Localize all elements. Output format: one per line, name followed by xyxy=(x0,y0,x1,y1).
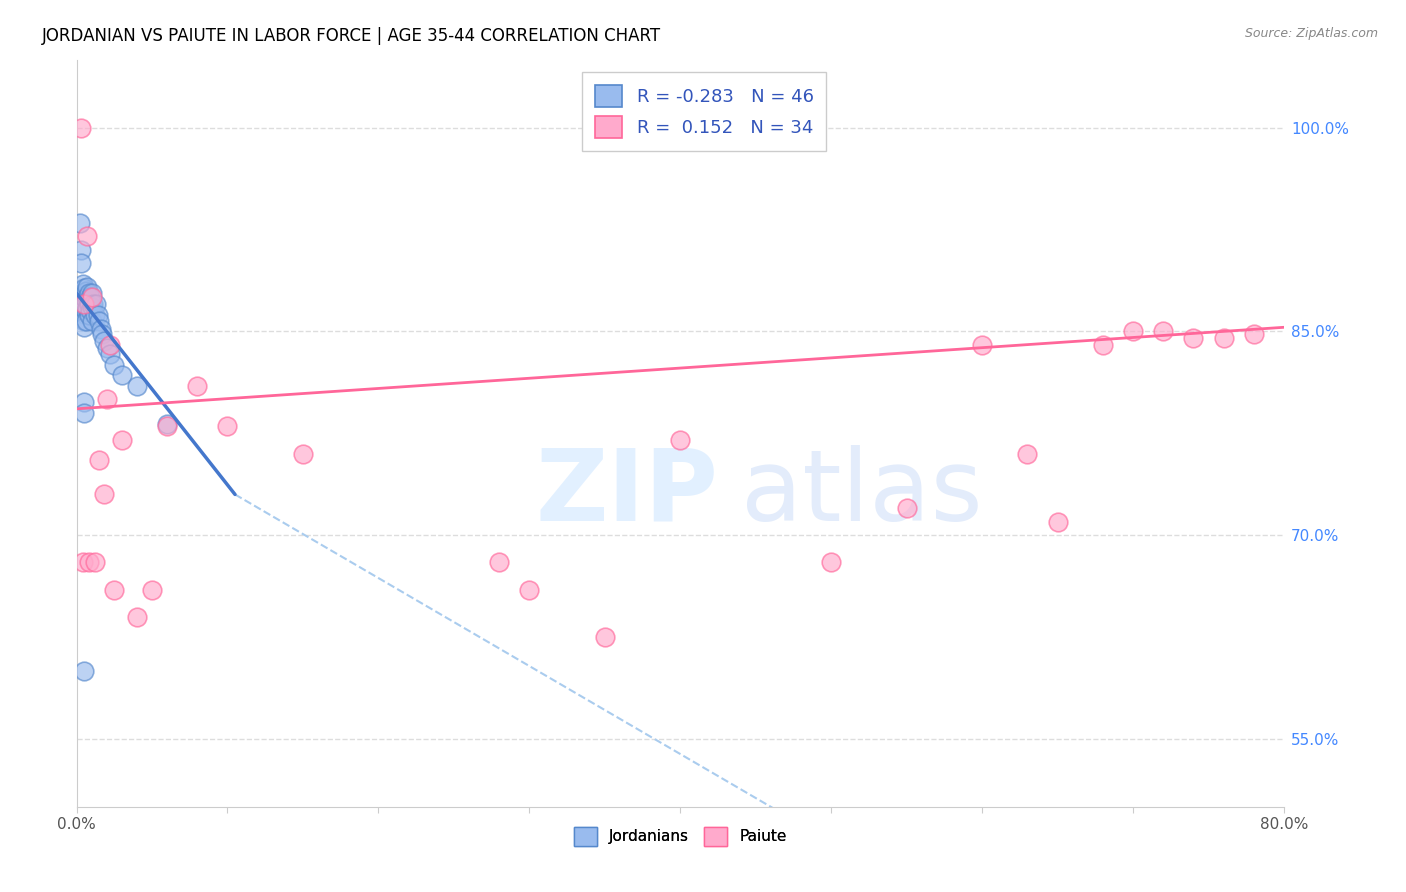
Point xyxy=(70,243,93,257)
Point xyxy=(69,216,91,230)
Point xyxy=(820,555,842,569)
Point xyxy=(76,290,98,304)
Point xyxy=(73,307,96,321)
Point xyxy=(73,664,96,678)
Point xyxy=(125,609,148,624)
Point xyxy=(517,582,540,597)
Point xyxy=(80,313,103,327)
Point xyxy=(1091,338,1114,352)
Legend: Jordanians, Paiute: Jordanians, Paiute xyxy=(568,821,793,852)
Point xyxy=(103,359,125,373)
Point xyxy=(80,300,103,314)
Point xyxy=(80,286,103,301)
Point xyxy=(141,582,163,597)
Point xyxy=(73,287,96,301)
Point xyxy=(186,378,208,392)
Point xyxy=(156,417,179,431)
Point xyxy=(86,308,108,322)
Point xyxy=(75,304,97,318)
Point xyxy=(488,555,510,569)
Point xyxy=(1243,327,1265,342)
Point xyxy=(1152,324,1174,338)
Point xyxy=(98,338,121,352)
Point xyxy=(89,453,111,467)
Point xyxy=(96,392,118,407)
Point xyxy=(1212,331,1234,345)
Point xyxy=(72,286,94,301)
Point xyxy=(89,313,111,327)
Point xyxy=(91,327,114,342)
Point xyxy=(970,338,993,352)
Point xyxy=(77,308,100,322)
Point xyxy=(73,297,96,311)
Point xyxy=(90,321,112,335)
Point xyxy=(75,293,97,307)
Point xyxy=(93,487,115,501)
Point xyxy=(70,120,93,135)
Point xyxy=(70,256,93,270)
Point xyxy=(1122,324,1144,338)
Point xyxy=(84,297,107,311)
Point xyxy=(73,320,96,334)
Point xyxy=(83,555,105,569)
Text: JORDANIAN VS PAIUTE IN LABOR FORCE | AGE 35-44 CORRELATION CHART: JORDANIAN VS PAIUTE IN LABOR FORCE | AGE… xyxy=(42,27,661,45)
Point xyxy=(77,286,100,301)
Point xyxy=(76,229,98,244)
Point xyxy=(73,313,96,327)
Point xyxy=(75,313,97,327)
Point xyxy=(83,308,105,322)
Point xyxy=(75,284,97,298)
Point xyxy=(1182,331,1205,345)
Point xyxy=(79,290,101,304)
Point xyxy=(111,368,134,382)
Point xyxy=(73,281,96,295)
Point xyxy=(76,279,98,293)
Point xyxy=(72,555,94,569)
Point xyxy=(156,419,179,434)
Point xyxy=(80,290,103,304)
Point xyxy=(73,300,96,314)
Point xyxy=(96,341,118,355)
Point xyxy=(72,300,94,314)
Text: atlas: atlas xyxy=(741,444,983,541)
Point xyxy=(79,302,101,317)
Point xyxy=(77,297,100,311)
Text: ZIP: ZIP xyxy=(536,444,718,541)
Point xyxy=(93,334,115,348)
Point xyxy=(73,395,96,409)
Point xyxy=(76,301,98,316)
Point xyxy=(1017,447,1039,461)
Point xyxy=(82,297,104,311)
Point xyxy=(77,555,100,569)
Point xyxy=(217,419,239,434)
Point xyxy=(896,501,918,516)
Point xyxy=(72,277,94,291)
Point xyxy=(103,582,125,597)
Point xyxy=(111,433,134,447)
Point xyxy=(1046,515,1069,529)
Point xyxy=(73,293,96,307)
Point xyxy=(73,406,96,420)
Point xyxy=(73,290,96,304)
Point xyxy=(125,378,148,392)
Point xyxy=(291,447,314,461)
Text: Source: ZipAtlas.com: Source: ZipAtlas.com xyxy=(1244,27,1378,40)
Point xyxy=(669,433,692,447)
Point xyxy=(593,630,616,644)
Point xyxy=(98,347,121,361)
